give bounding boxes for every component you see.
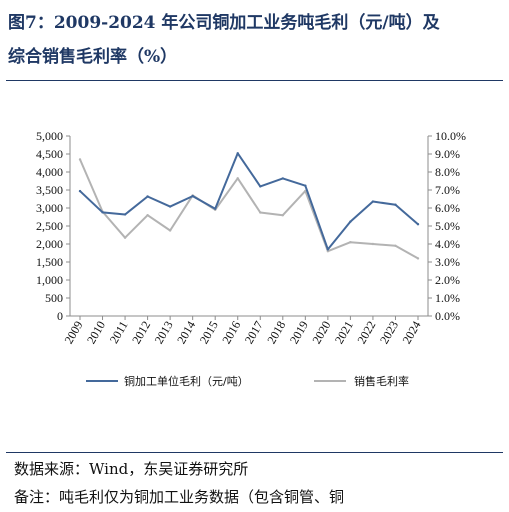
legend-gross-margin-label: 销售毛利率 xyxy=(354,374,409,388)
unit-gross-profit-point xyxy=(146,195,149,198)
x-tick-label: 2021 xyxy=(332,319,356,347)
figure-title-line-1: 图7：2009-2024 年公司铜加工业务吨毛利（元/吨）及 xyxy=(8,13,440,33)
x-tick-label: 2016 xyxy=(219,319,243,347)
unit-gross-profit-point xyxy=(78,189,82,193)
series-line-unit-gross-profit xyxy=(79,152,419,251)
y-right-tick-label: 2.0% xyxy=(435,273,460,287)
gross-margin-point xyxy=(371,242,375,246)
y-right-tick-label: 8.0% xyxy=(435,165,460,179)
unit-gross-profit-point xyxy=(101,211,104,214)
y-left-tick-label: 5,000 xyxy=(36,129,63,143)
y-left-tick-label: 2,500 xyxy=(36,219,63,233)
y-right-tick-label: 7.0% xyxy=(435,183,460,197)
y-left-tick-label: 1,500 xyxy=(36,255,63,269)
unit-gross-profit-point xyxy=(123,213,127,216)
gross-margin-point xyxy=(281,214,284,217)
source-text: 数据来源：Wind，东吴证券研究所 xyxy=(14,460,249,478)
x-tick-label: 2018 xyxy=(264,319,288,347)
note-text: 备注：吨毛利仅为铜加工业务数据（包含铜管、铜 xyxy=(14,488,345,506)
y-left-tick-label: 4,500 xyxy=(36,147,63,161)
y-right-tick-label: 1.0% xyxy=(435,291,460,305)
x-tick-label: 2014 xyxy=(174,319,198,347)
x-tick-label: 2023 xyxy=(377,319,401,347)
gross-margin-point xyxy=(123,236,127,239)
y-left-tick-label: 1,000 xyxy=(36,273,63,287)
x-tick-label: 2022 xyxy=(354,319,378,347)
legend-unit-gross-profit-label: 铜加工单位毛利（元/吨） xyxy=(124,374,249,388)
unit-gross-profit-point xyxy=(191,194,194,198)
x-tick-label: 2012 xyxy=(129,319,153,347)
x-tick-label: 2024 xyxy=(399,319,423,347)
gross-margin-point xyxy=(168,229,172,232)
y-right-tick-label: 3.0% xyxy=(435,255,460,269)
unit-gross-profit-point xyxy=(281,177,284,180)
y-left-tick-label: 3,000 xyxy=(36,201,63,215)
line-chart: 0 500 1,000 1,500 2,000 2,500 3,000 3,500 4,000 4… xyxy=(36,129,466,388)
series-line-gross-margin xyxy=(79,158,419,260)
y-left-tick-label: 0 xyxy=(57,309,63,323)
y-right-tick-label: 10.0% xyxy=(435,129,466,143)
x-tick-label: 2020 xyxy=(309,319,333,347)
footer-divider xyxy=(6,452,503,453)
gross-margin-point xyxy=(236,177,239,180)
title-divider xyxy=(6,80,503,81)
x-tick-label: 2009 xyxy=(61,319,85,347)
unit-gross-profit-point xyxy=(326,248,330,251)
y-right-tick-label: 9.0% xyxy=(435,147,460,161)
y-left-tick-label: 3,500 xyxy=(36,183,63,197)
gross-margin-point xyxy=(78,158,82,161)
unit-gross-profit-point xyxy=(236,152,239,155)
gross-margin-point xyxy=(326,250,330,253)
x-tick-label: 2019 xyxy=(287,319,311,347)
unit-gross-profit-point xyxy=(371,200,375,203)
gross-margin-point xyxy=(349,241,352,244)
unit-gross-profit-point xyxy=(304,184,307,187)
gross-margin-point xyxy=(416,257,420,260)
y-right-tick-label: 4.0% xyxy=(435,237,460,251)
x-tick-label: 2017 xyxy=(242,319,266,347)
x-tick-label: 2013 xyxy=(152,319,176,347)
figure-title-line-2: 综合销售毛利率（%） xyxy=(8,47,178,67)
gross-margin-point xyxy=(146,214,149,217)
x-tick-label: 2015 xyxy=(197,319,221,347)
x-tick-label: 2010 xyxy=(84,319,108,347)
x-tick-label: 2011 xyxy=(107,319,131,346)
unit-gross-profit-point xyxy=(259,185,262,188)
y-right-tick-label: 5.0% xyxy=(435,219,460,233)
y-right-tick-label: 6.0% xyxy=(435,201,460,215)
unit-gross-profit-point xyxy=(214,207,217,210)
gross-margin-point xyxy=(394,244,397,247)
unit-gross-profit-point xyxy=(349,220,352,223)
unit-gross-profit-point xyxy=(394,203,397,206)
unit-gross-profit-point xyxy=(168,205,172,208)
y-left-tick-label: 500 xyxy=(45,291,63,305)
y-left-tick-label: 2,000 xyxy=(36,237,63,251)
y-right-tick-label: 0.0% xyxy=(435,309,460,323)
unit-gross-profit-point xyxy=(416,223,420,226)
figure-title: 图7：2009-2024 年公司铜加工业务吨毛利（元/吨）及 综合销售毛利率（%… xyxy=(8,6,503,74)
gross-margin-point xyxy=(259,211,262,214)
y-left-tick-label: 4,000 xyxy=(36,165,63,179)
